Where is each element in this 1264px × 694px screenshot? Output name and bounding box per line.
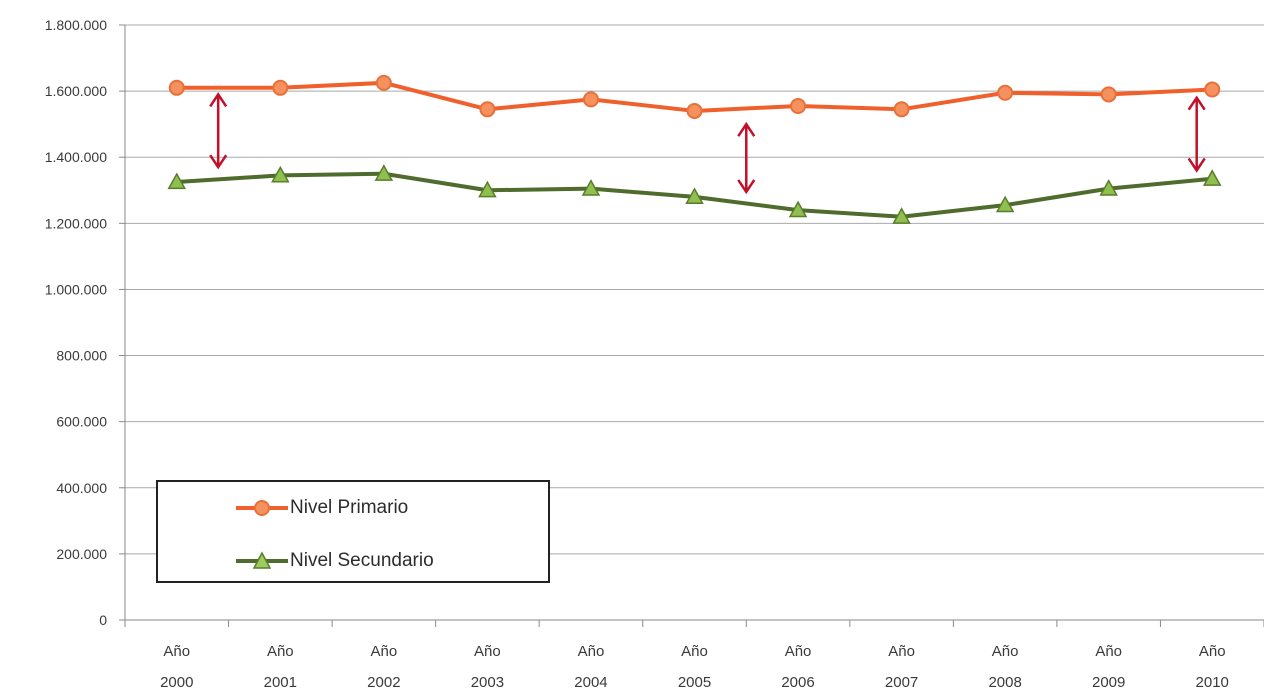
y-tick-label: 600.000 [56,414,107,430]
series-layer [167,74,1222,224]
data-point [1100,86,1117,103]
y-tick-label: 1.800.000 [45,17,107,33]
data-point [167,172,187,190]
x-tick-label: Año [474,643,501,660]
x-tick-label: Año [992,643,1019,660]
x-tick-label: 2006 [781,674,814,689]
data-point [374,164,394,181]
data-point [892,207,911,224]
x-tick-label: Año [267,643,294,660]
x-tick-label: 2004 [574,674,607,689]
data-point [995,195,1015,213]
y-tick-label: 1.200.000 [45,215,107,231]
legend-label-secundario: Nivel Secundario [290,550,434,571]
data-point [478,180,497,198]
x-tick-label: Año [888,643,915,660]
x-tick-label: 2009 [1092,674,1125,689]
data-point [686,102,703,119]
data-point [272,79,289,96]
y-tick-label: 800.000 [56,348,107,364]
data-point [788,200,808,218]
x-tick-label: 2003 [471,674,504,689]
x-tick-label: 2008 [988,674,1021,689]
data-point [685,187,704,205]
legend-entry-secundario: Nivel Secundario [236,548,434,574]
annotation-layer [209,92,1206,195]
x-tick-label: 2001 [264,674,297,689]
y-tick-label: 400.000 [56,480,107,496]
chart-legend: Nivel Primario Nivel Secundario [156,480,550,583]
x-tick-label: 2000 [160,674,193,689]
annotation-arrowhead [1187,157,1206,173]
data-point [271,165,290,183]
x-tick-label: Año [785,643,812,660]
data-point [790,97,807,114]
data-point [997,84,1014,101]
y-tick-label: 1.400.000 [45,149,107,165]
x-tick-label: Año [1199,643,1226,660]
data-point [581,179,601,196]
x-tick-label: 2007 [885,674,918,689]
data-point [1202,169,1222,186]
annotation-arrowhead [209,92,228,108]
legend-swatch-primario-icon [236,500,288,516]
x-tick-label: 2005 [678,674,711,689]
legend-label-primario: Nivel Primario [290,497,409,518]
annotation-arrowhead [737,179,756,195]
data-point [479,101,496,118]
x-tick-label: 2010 [1196,674,1229,689]
legend-entry-primario: Nivel Primario [236,495,408,521]
legend-swatch-secundario-icon [236,551,288,569]
data-point [1204,81,1221,98]
x-tick-label: Año [371,643,398,660]
y-tick-label: 1.600.000 [45,83,107,99]
x-tick-label: Año [578,643,605,660]
axis-layer: 0 200.000 400.000 600.000 800.000 1.000.000 1.… [45,17,1264,691]
x-tick-label: 2002 [367,674,400,689]
data-point [168,79,185,96]
data-point [375,74,392,91]
y-tick-label: 200.000 [56,546,107,562]
x-tick-label: Año [1095,643,1122,660]
annotation-arrowhead [737,121,756,137]
data-point [893,101,910,118]
x-tick-label: Año [681,643,708,660]
y-tick-label: 1.000.000 [45,281,107,297]
data-point [1099,179,1118,196]
annotation-arrowhead [209,154,228,170]
data-point [582,91,599,108]
x-tick-label: Año [163,643,190,660]
annotation-arrowhead [1187,95,1206,111]
y-tick-label: 0 [99,612,107,628]
